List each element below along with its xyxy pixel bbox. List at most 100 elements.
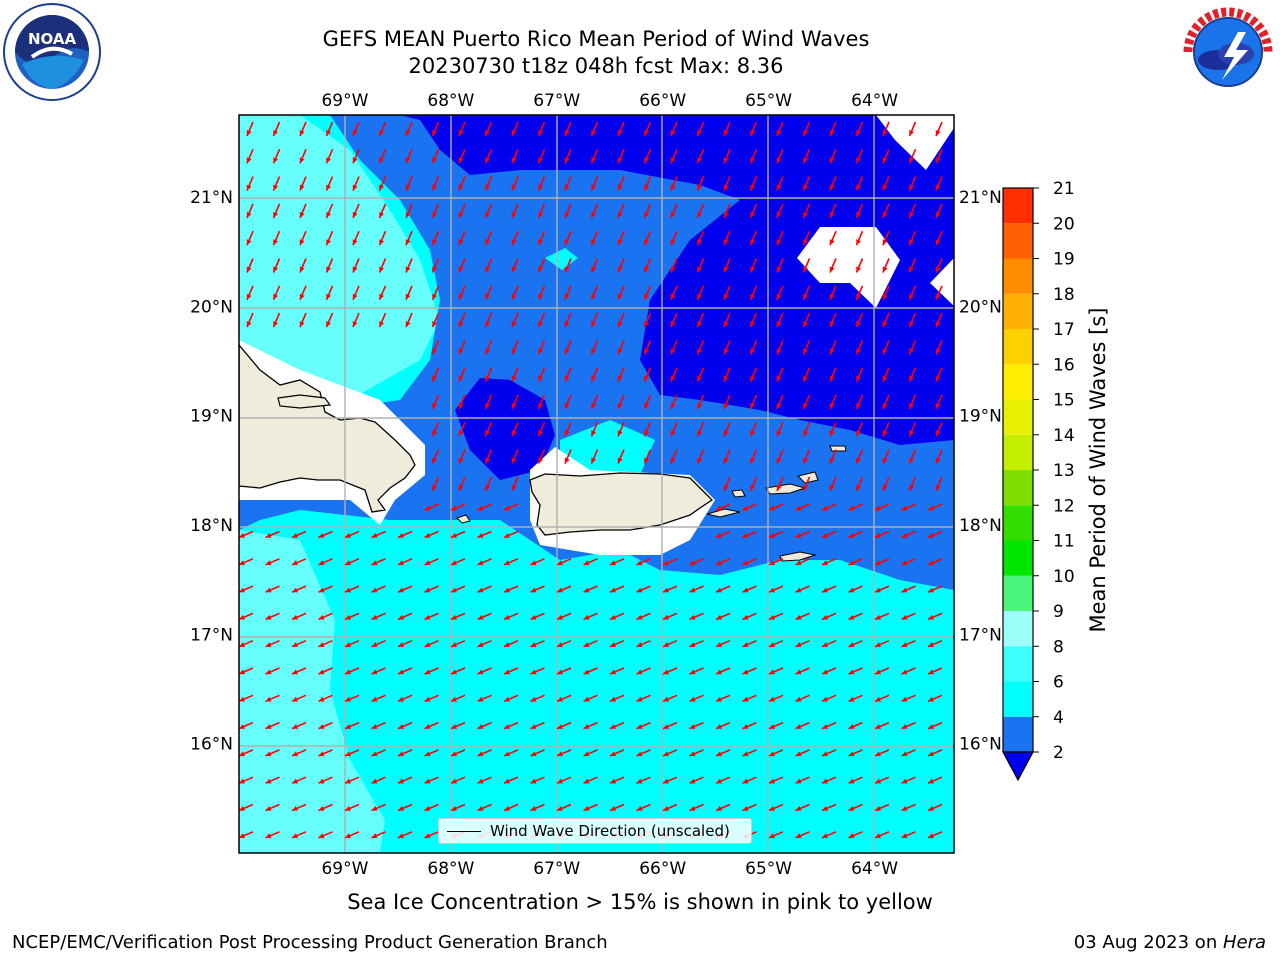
wind-wave-arrowhead [610, 560, 616, 566]
wind-wave-arrowhead [379, 239, 385, 246]
wind-wave-arrowhead [769, 805, 775, 811]
wind-wave-arrowhead [644, 457, 650, 464]
wind-wave-arrowhead [901, 724, 908, 729]
wind-wave-arrowhead [246, 130, 252, 136]
wind-wave-arrowhead [564, 321, 570, 328]
nws-logo-icon [1180, 4, 1276, 100]
wind-wave-arrowhead [716, 805, 722, 811]
wind-wave-arrowhead [405, 321, 411, 328]
wind-wave-arrowhead [318, 560, 325, 566]
wind-wave-arrowhead [458, 348, 464, 355]
wind-wave-arrowhead [326, 211, 332, 218]
wind-wave-arrowhead [901, 642, 908, 647]
wind-wave-arrowhead [485, 457, 491, 464]
wind-wave-arrowhead [617, 239, 623, 246]
longitude-label: 64°W [851, 859, 898, 879]
wind-wave-arrowhead [617, 430, 623, 437]
wind-wave-arrowhead [405, 157, 411, 164]
wind-wave-arrowhead [326, 239, 332, 246]
wind-wave-arrowhead [663, 560, 669, 566]
wind-wave-arrowhead [477, 587, 484, 593]
wind-wave-arrowhead [848, 669, 855, 675]
wind-wave-arrowhead [795, 642, 802, 647]
wind-wave-arrowhead [485, 157, 491, 164]
wind-wave-arrowhead [583, 724, 590, 729]
wind-wave-arrowhead [371, 560, 378, 566]
wind-wave-arrowhead [663, 614, 669, 620]
wind-wave-arrowhead [935, 211, 941, 218]
wind-wave-arrowhead [299, 293, 305, 300]
wind-wave-arrowhead [697, 375, 703, 382]
wind-wave-arrowhead [795, 532, 802, 538]
wind-wave-arrowhead [451, 724, 457, 729]
wind-wave-arrowhead [670, 130, 676, 136]
wind-wave-arrowhead [591, 430, 597, 437]
wind-wave-arrowhead [458, 239, 464, 246]
wind-wave-arrowhead [265, 778, 272, 784]
wind-wave-arrowhead [292, 778, 298, 784]
colorbar-band [1003, 293, 1033, 329]
longitude-labels-top: 69°W 68°W 67°W 66°W 65°W 64°W [321, 91, 898, 111]
gridlines [239, 115, 954, 853]
wind-wave-arrowhead [265, 696, 272, 702]
wind-wave-arrowhead [485, 430, 491, 437]
wind-wave-arrowhead [292, 724, 298, 729]
island-virgin-2 [765, 483, 807, 495]
wind-wave-arrowhead [750, 184, 756, 191]
wind-wave-arrowhead [265, 532, 272, 538]
wind-wave-arrowhead [716, 560, 722, 566]
wind-wave-arrowhead [742, 669, 749, 675]
colorbar-band [1003, 505, 1033, 541]
wind-wave-arrowhead [477, 696, 484, 702]
island-anegada [829, 445, 847, 452]
wind-wave-direction-arrows [239, 121, 943, 839]
wind-wave-arrowhead [424, 614, 431, 620]
wind-wave-arrowhead [822, 724, 828, 729]
wind-wave-arrowhead [318, 587, 325, 593]
wind-wave-arrowhead [538, 293, 544, 300]
wind-wave-arrowhead [795, 614, 802, 620]
wind-wave-arrowhead [875, 505, 881, 511]
wind-wave-arrowhead [432, 130, 438, 136]
wind-wave-arrowhead [742, 778, 749, 784]
wind-wave-arrowhead [776, 266, 782, 273]
wind-wave-arrowhead [530, 642, 537, 647]
wind-wave-arrowhead [432, 184, 438, 191]
wind-wave-arrowhead [769, 833, 775, 839]
wind-wave-arrowhead [239, 751, 245, 757]
island-virgin-1 [731, 489, 746, 498]
wind-wave-arrowhead [345, 587, 351, 593]
wind-wave-arrowhead [875, 642, 881, 647]
wind-wave-arrowhead [636, 669, 643, 675]
wind-wave-arrowhead [511, 239, 517, 246]
wind-wave-arrowhead [723, 375, 729, 382]
colorbar-tick-label: 16 [1053, 355, 1075, 375]
wind-wave-arrowhead [379, 130, 385, 136]
wind-wave-arrowhead [935, 348, 941, 355]
latitude-label: 21°N [959, 188, 1002, 208]
wind-wave-arrowhead [909, 211, 915, 218]
wind-wave-arrowhead [670, 375, 676, 382]
wind-wave-arrowhead [670, 266, 676, 273]
colorbar: 2 4 6 8 9 10 11 12 13 14 15 16 17 18 19 20 21 [1001, 179, 1075, 782]
wind-wave-arrowhead [345, 696, 351, 702]
wind-wave-arrowhead [875, 751, 881, 757]
wind-wave-arrowhead [617, 184, 623, 191]
wind-wave-arrowhead [530, 614, 537, 620]
land-hispaniola-fill [239, 343, 416, 513]
wind-wave-arrowhead [239, 560, 245, 566]
wind-wave-arrowhead [405, 130, 411, 136]
wind-wave-arrowhead [591, 266, 597, 273]
colorbar-tick-label: 21 [1053, 179, 1075, 199]
wind-wave-arrowhead [299, 157, 305, 164]
wind-wave-arrowhead [617, 293, 623, 300]
wind-wave-arrowhead [689, 778, 696, 784]
map-plot [239, 115, 954, 853]
wind-wave-arrowhead [458, 130, 464, 136]
wind-wave-arrowhead [742, 696, 749, 702]
wind-wave-arrowhead [882, 130, 888, 136]
wind-wave-arrowhead [875, 696, 881, 702]
chart-title: GEFS MEAN Puerto Rico Mean Period of Win… [322, 27, 870, 51]
wind-wave-arrowhead [583, 805, 590, 811]
colorbar-band [1003, 399, 1033, 435]
